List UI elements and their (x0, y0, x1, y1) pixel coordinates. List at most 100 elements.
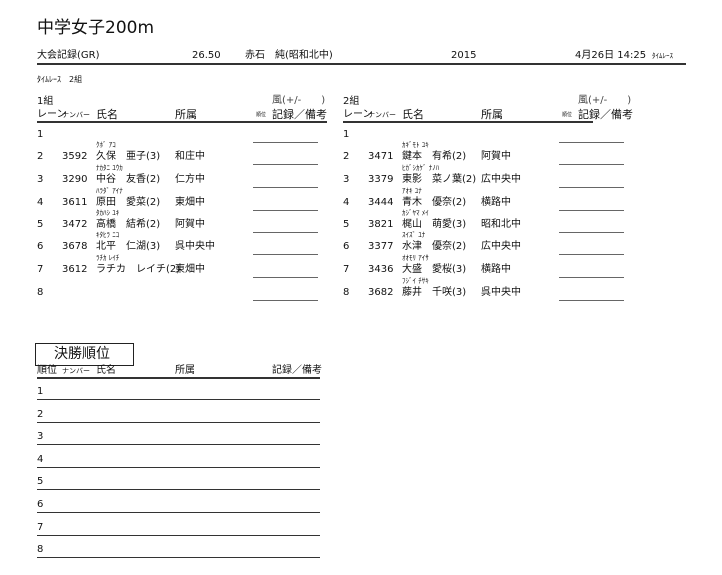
header-wind: 風(+/- ) (578, 95, 632, 106)
final-header-affiliation: 所属 (175, 365, 195, 376)
affiliation: 広中央中 (481, 241, 521, 252)
final-row-line[interactable] (37, 466, 320, 468)
athlete-name: 鍵本 有希(2) (402, 151, 467, 162)
final-row-line[interactable] (37, 489, 320, 491)
final-header-record: 記録／備考 (272, 365, 322, 376)
lane-number: 7 (37, 264, 44, 275)
header-divider (343, 121, 593, 123)
round-info: ﾀｲﾑﾚｰｽ 2組 (37, 75, 83, 84)
affiliation: 和庄中 (175, 151, 205, 162)
name-kana: ﾗﾁｶ ﾚｲﾁ (96, 254, 120, 262)
athlete-name: 中谷 友香(2) (96, 174, 161, 185)
group-label: 2組 (343, 96, 360, 107)
record-blank-field[interactable] (559, 142, 624, 143)
lane-number: 4 (343, 197, 350, 208)
record-blank-field[interactable] (559, 187, 624, 188)
header-record: 記録／備考 (272, 108, 327, 121)
record-blank-field[interactable] (253, 254, 318, 255)
name-kana: ﾅｶﾀﾆ ﾕｳｶ (96, 164, 123, 172)
record-blank-field[interactable] (253, 164, 318, 165)
final-row-line[interactable] (37, 557, 320, 559)
final-rank: 5 (37, 476, 44, 488)
header-number: ナンバー (62, 111, 90, 119)
lane-number: 1 (343, 129, 350, 140)
final-header-number: ナンバー (62, 367, 90, 375)
record-holder: 赤石 純(昭和北中) (245, 50, 333, 61)
final-row-line[interactable] (37, 444, 320, 446)
name-kana: ｵｵﾓﾘ ｱｲｻ (402, 254, 429, 262)
record-blank-field[interactable] (559, 210, 624, 211)
lane-number: 7 (343, 264, 350, 275)
record-divider (37, 63, 686, 65)
final-row-line[interactable] (37, 421, 320, 423)
record-label: 大会記録(GR) (37, 50, 100, 61)
athlete-name: 大盛 愛桜(3) (402, 264, 467, 275)
header-rank: 順位 (562, 112, 573, 118)
bib-number: 3472 (62, 219, 88, 230)
final-rank: 1 (37, 386, 44, 397)
affiliation: 呉中央中 (175, 241, 215, 252)
athlete-name: 梶山 萌愛(3) (402, 219, 467, 230)
record-blank-field[interactable] (253, 142, 318, 143)
final-rank: 4 (37, 453, 44, 465)
final-header-rank: 順位 (37, 365, 57, 376)
bib-number: 3379 (368, 174, 394, 185)
record-blank-field[interactable] (559, 254, 624, 255)
record-blank-field[interactable] (253, 210, 318, 211)
header-affiliation: 所属 (481, 108, 503, 121)
lane-number: 8 (37, 287, 44, 298)
bib-number: 3471 (368, 151, 394, 162)
lane-number: 6 (343, 241, 350, 252)
final-title-box: 決勝順位 (35, 343, 134, 366)
bib-number: 3612 (62, 264, 88, 275)
athlete-name: ラチカ レイチ(2) (96, 264, 181, 275)
race-type: ﾀｲﾑﾚｰｽ (652, 52, 673, 60)
name-kana: ｸﾎﾞ ｱｺ (96, 141, 116, 149)
bib-number: 3682 (368, 287, 394, 298)
record-blank-field[interactable] (559, 232, 624, 233)
lane-number: 5 (343, 219, 350, 230)
header-name: 氏名 (402, 108, 424, 121)
final-row-line[interactable] (37, 399, 320, 400)
header-divider (37, 121, 327, 123)
affiliation: 呉中央中 (481, 287, 521, 298)
affiliation: 東畑中 (175, 264, 205, 275)
final-title: 決勝順位 (54, 346, 110, 362)
event-datetime: 4月26日 14:25 (575, 50, 647, 61)
record-blank-field[interactable] (253, 277, 318, 278)
name-kana: ﾀｶﾊｼ ﾕｷ (96, 209, 120, 217)
record-blank-field[interactable] (559, 277, 624, 278)
header-lane: レーン (37, 109, 67, 120)
header-rank: 順位 (256, 112, 267, 118)
record-blank-field[interactable] (253, 232, 318, 233)
affiliation: 横路中 (481, 264, 511, 275)
name-kana: ﾋｶﾞｼｶｹﾞ ﾅﾉﾊ (402, 164, 440, 172)
final-rank: 6 (37, 499, 44, 510)
record-blank-field[interactable] (559, 300, 624, 301)
lane-number: 6 (37, 241, 44, 252)
header-wind: 風(+/- ) (272, 95, 326, 106)
athlete-name: 北平 仁湖(3) (96, 241, 161, 252)
lane-number: 8 (343, 287, 350, 298)
affiliation: 横路中 (481, 197, 511, 208)
page-title: 中学女子200m (37, 18, 155, 38)
affiliation: 仁方中 (175, 174, 205, 185)
lane-number: 2 (343, 151, 350, 162)
name-kana: ﾌｼﾞｲ ﾁｻｷ (402, 277, 429, 285)
name-kana: ｶｼﾞﾔﾏ ﾒｲ (402, 209, 429, 217)
affiliation: 阿賀中 (175, 219, 205, 230)
final-rank: 8 (37, 544, 44, 556)
bib-number: 3444 (368, 197, 394, 208)
final-row-line[interactable] (37, 534, 320, 536)
record-blank-field[interactable] (253, 300, 318, 301)
final-rank: 3 (37, 431, 44, 443)
athlete-name: 青木 優奈(2) (402, 197, 467, 208)
athlete-name: 高橋 結希(2) (96, 219, 161, 230)
final-row-line[interactable] (37, 512, 320, 513)
record-blank-field[interactable] (253, 187, 318, 188)
lane-number: 1 (37, 129, 44, 140)
lane-number: 4 (37, 197, 44, 208)
name-kana: ｱｵｷ ﾕﾅ (402, 187, 422, 195)
record-blank-field[interactable] (559, 164, 624, 165)
